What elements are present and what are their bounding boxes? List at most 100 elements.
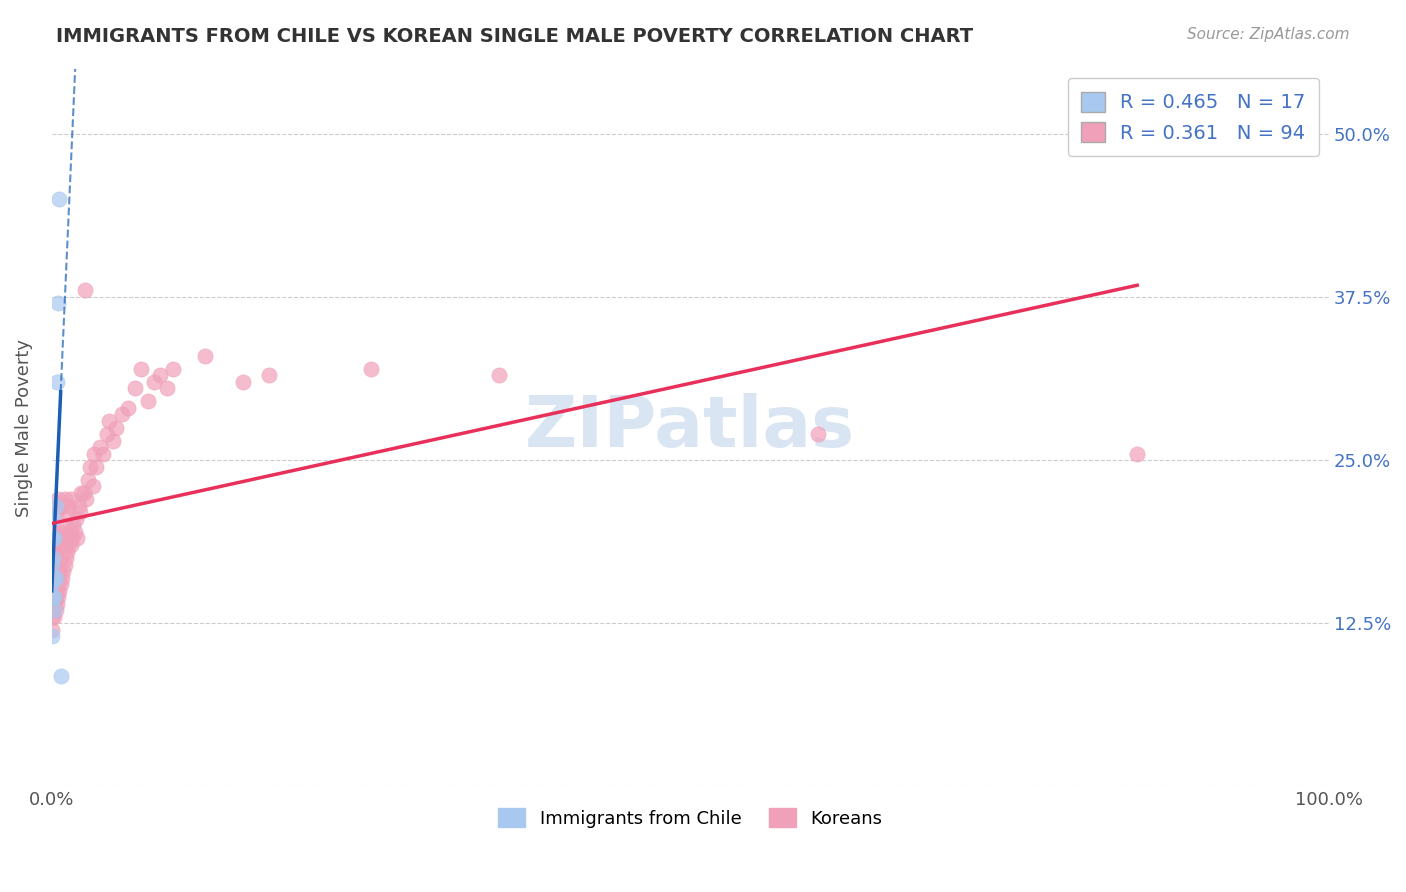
Point	[49, 551, 72, 566]
Point	[58, 499, 80, 513]
Point	[42, 532, 65, 546]
Point	[149, 368, 172, 383]
Point	[42, 538, 65, 552]
Point	[67, 499, 90, 513]
Point	[117, 401, 139, 415]
Point	[46, 577, 69, 591]
Point	[194, 349, 217, 363]
Point	[53, 492, 76, 507]
Point	[51, 538, 73, 552]
Point	[73, 284, 96, 298]
Point	[45, 564, 67, 578]
Point	[42, 571, 65, 585]
Point	[89, 440, 111, 454]
Point	[73, 485, 96, 500]
Point	[142, 375, 165, 389]
Point	[70, 485, 93, 500]
Point	[44, 544, 66, 558]
Point	[124, 381, 146, 395]
Point	[45, 603, 67, 617]
Point	[42, 603, 65, 617]
Point	[41, 609, 63, 624]
Point	[65, 512, 87, 526]
Point	[60, 532, 83, 546]
Point	[48, 564, 70, 578]
Text: IMMIGRANTS FROM CHILE VS KOREAN SINGLE MALE POVERTY CORRELATION CHART: IMMIGRANTS FROM CHILE VS KOREAN SINGLE M…	[56, 27, 973, 45]
Point	[48, 583, 70, 598]
Point	[101, 434, 124, 448]
Point	[52, 564, 75, 578]
Point	[44, 532, 66, 546]
Point	[48, 192, 70, 206]
Point	[51, 571, 73, 585]
Point	[111, 408, 134, 422]
Point	[46, 591, 69, 605]
Point	[46, 558, 69, 572]
Point	[63, 524, 86, 539]
Point	[257, 368, 280, 383]
Point	[42, 551, 65, 566]
Point	[55, 551, 77, 566]
Point	[56, 505, 79, 519]
Point	[45, 597, 67, 611]
Point	[45, 571, 67, 585]
Point	[49, 499, 72, 513]
Point	[49, 668, 72, 682]
Point	[41, 623, 63, 637]
Point	[45, 583, 67, 598]
Point	[44, 577, 66, 591]
Point	[46, 532, 69, 546]
Point	[83, 447, 105, 461]
Y-axis label: Single Male Poverty: Single Male Poverty	[15, 338, 32, 516]
Text: Source: ZipAtlas.com: Source: ZipAtlas.com	[1187, 27, 1350, 42]
Point	[75, 492, 97, 507]
Point	[42, 558, 65, 572]
Point	[42, 597, 65, 611]
Point	[41, 577, 63, 591]
Point	[98, 414, 121, 428]
Point	[42, 512, 65, 526]
Point	[44, 597, 66, 611]
Point	[76, 473, 98, 487]
Point	[79, 459, 101, 474]
Point	[44, 524, 66, 539]
Point	[42, 551, 65, 566]
Point	[44, 564, 66, 578]
Point	[96, 427, 118, 442]
Point	[45, 538, 67, 552]
Point	[488, 368, 510, 383]
Point	[360, 361, 382, 376]
Point	[45, 551, 67, 566]
Point	[129, 361, 152, 376]
Point	[53, 532, 76, 546]
Point	[42, 571, 65, 585]
Point	[66, 532, 89, 546]
Point	[156, 381, 179, 395]
Text: ZIPatlas: ZIPatlas	[526, 393, 855, 462]
Point	[41, 597, 63, 611]
Point	[59, 524, 82, 539]
Point	[46, 492, 69, 507]
Point	[45, 591, 67, 605]
Point	[62, 518, 84, 533]
Point	[91, 447, 114, 461]
Point	[41, 591, 63, 605]
Point	[45, 571, 67, 585]
Point	[162, 361, 184, 376]
Point	[807, 427, 830, 442]
Point	[49, 577, 72, 591]
Point	[45, 505, 67, 519]
Point	[55, 518, 77, 533]
Point	[53, 558, 76, 572]
Point	[41, 629, 63, 643]
Point	[46, 296, 69, 310]
Point	[41, 577, 63, 591]
Point	[82, 479, 104, 493]
Point	[45, 538, 67, 552]
Point	[59, 538, 82, 552]
Point	[1126, 447, 1149, 461]
Point	[48, 538, 70, 552]
Point	[232, 375, 254, 389]
Point	[49, 524, 72, 539]
Point	[69, 505, 91, 519]
